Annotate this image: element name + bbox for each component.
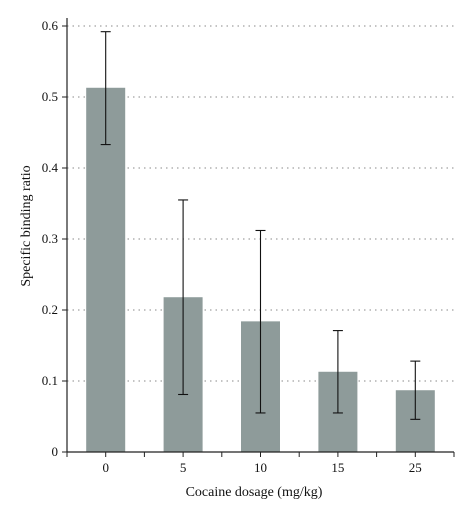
x-tick-label: 25 — [409, 460, 422, 475]
error-bar — [410, 360, 421, 420]
error-bar — [100, 31, 111, 146]
x-tick-label: 10 — [254, 460, 267, 475]
y-tick-label: 0.4 — [42, 160, 59, 175]
error-bar — [178, 199, 189, 396]
y-ticks: 0 0.1 0.2 0.3 0.4 0.5 0.6 — [42, 18, 67, 459]
y-tick-label: 0.3 — [42, 231, 58, 246]
y-axis-label: Specific binding ratio — [19, 165, 34, 286]
x-tick-label: 15 — [331, 460, 344, 475]
x-ticks: 0 5 10 15 25 — [66, 452, 455, 475]
x-tick-label: 0 — [102, 460, 109, 475]
y-tick-label: 0.1 — [42, 373, 58, 388]
error-bars — [100, 31, 421, 420]
y-tick-label: 0.2 — [42, 302, 58, 317]
y-tick-label: 0.6 — [42, 18, 59, 33]
error-bar — [332, 330, 343, 414]
x-axis-label: Cocaine dosage (mg/kg) — [186, 485, 323, 500]
y-tick-label: 0 — [52, 444, 59, 459]
error-bar — [255, 229, 266, 414]
y-tick-label: 0.5 — [42, 89, 58, 104]
bar — [86, 87, 126, 453]
x-tick-label: 5 — [180, 460, 187, 475]
